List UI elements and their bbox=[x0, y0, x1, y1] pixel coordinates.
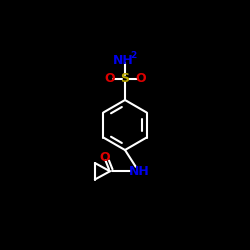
Text: NH: NH bbox=[112, 54, 134, 66]
Text: NH: NH bbox=[128, 165, 149, 178]
Text: S: S bbox=[120, 72, 130, 85]
Text: 2: 2 bbox=[130, 51, 136, 60]
Text: O: O bbox=[104, 72, 115, 85]
Text: O: O bbox=[135, 72, 146, 85]
Text: O: O bbox=[99, 151, 110, 164]
